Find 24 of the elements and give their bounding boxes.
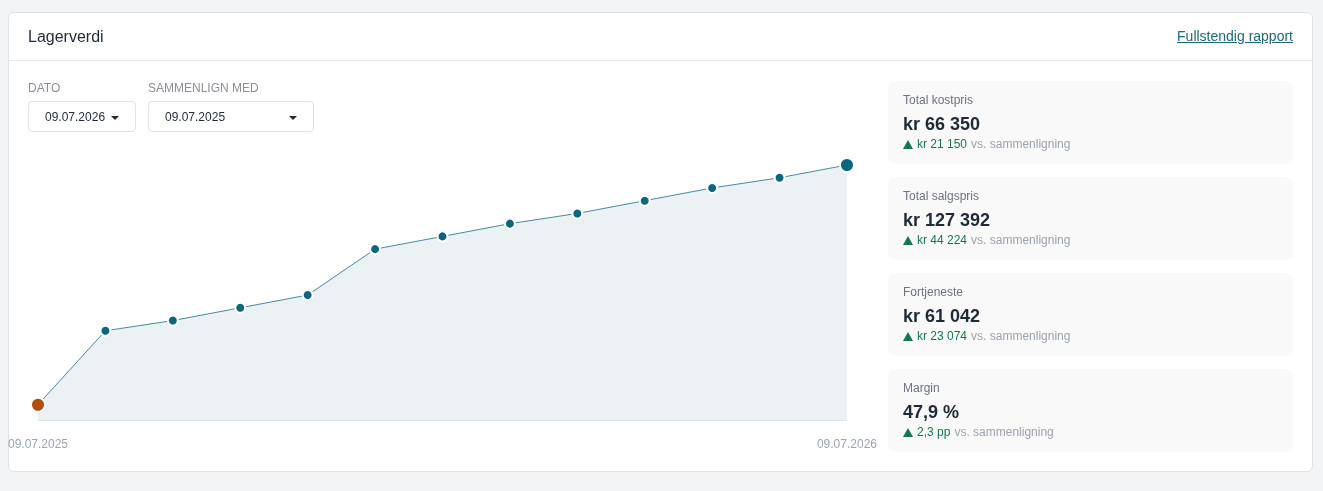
text: vs. sammenligning [971, 329, 1071, 343]
chart-title: Lagerverdi [28, 28, 104, 46]
text: Margin [903, 381, 940, 395]
text: 2,3 pp [917, 425, 951, 439]
x-tick-label: 09.07.2026 [816, 437, 878, 451]
text: kr 21 150 [917, 137, 968, 151]
text: Total salgspris [903, 189, 980, 203]
date-dropdown: 09.07.2026 [28, 101, 136, 132]
text: vs. sammenligning [954, 425, 1054, 439]
text: kr 23 074 [917, 329, 968, 343]
text: Fortjeneste [903, 285, 964, 299]
text: Total kostpris [903, 93, 974, 107]
text: DATO [28, 81, 61, 95]
text: kr 61 042 [903, 306, 981, 326]
text: vs. sammenligning [971, 233, 1071, 247]
text: kr 127 392 [903, 210, 991, 230]
text: kr 66 350 [903, 114, 981, 134]
text: Fullstendig rapport [1177, 28, 1293, 44]
text: SAMMENLIGN MED [148, 81, 259, 95]
x-tick-label: 09.07.2025 [7, 437, 69, 451]
text: 47,9 % [903, 402, 960, 422]
date-dropdown: 09.07.2025 [148, 101, 314, 132]
text: kr 44 224 [917, 233, 968, 247]
text: vs. sammenligning [971, 137, 1071, 151]
